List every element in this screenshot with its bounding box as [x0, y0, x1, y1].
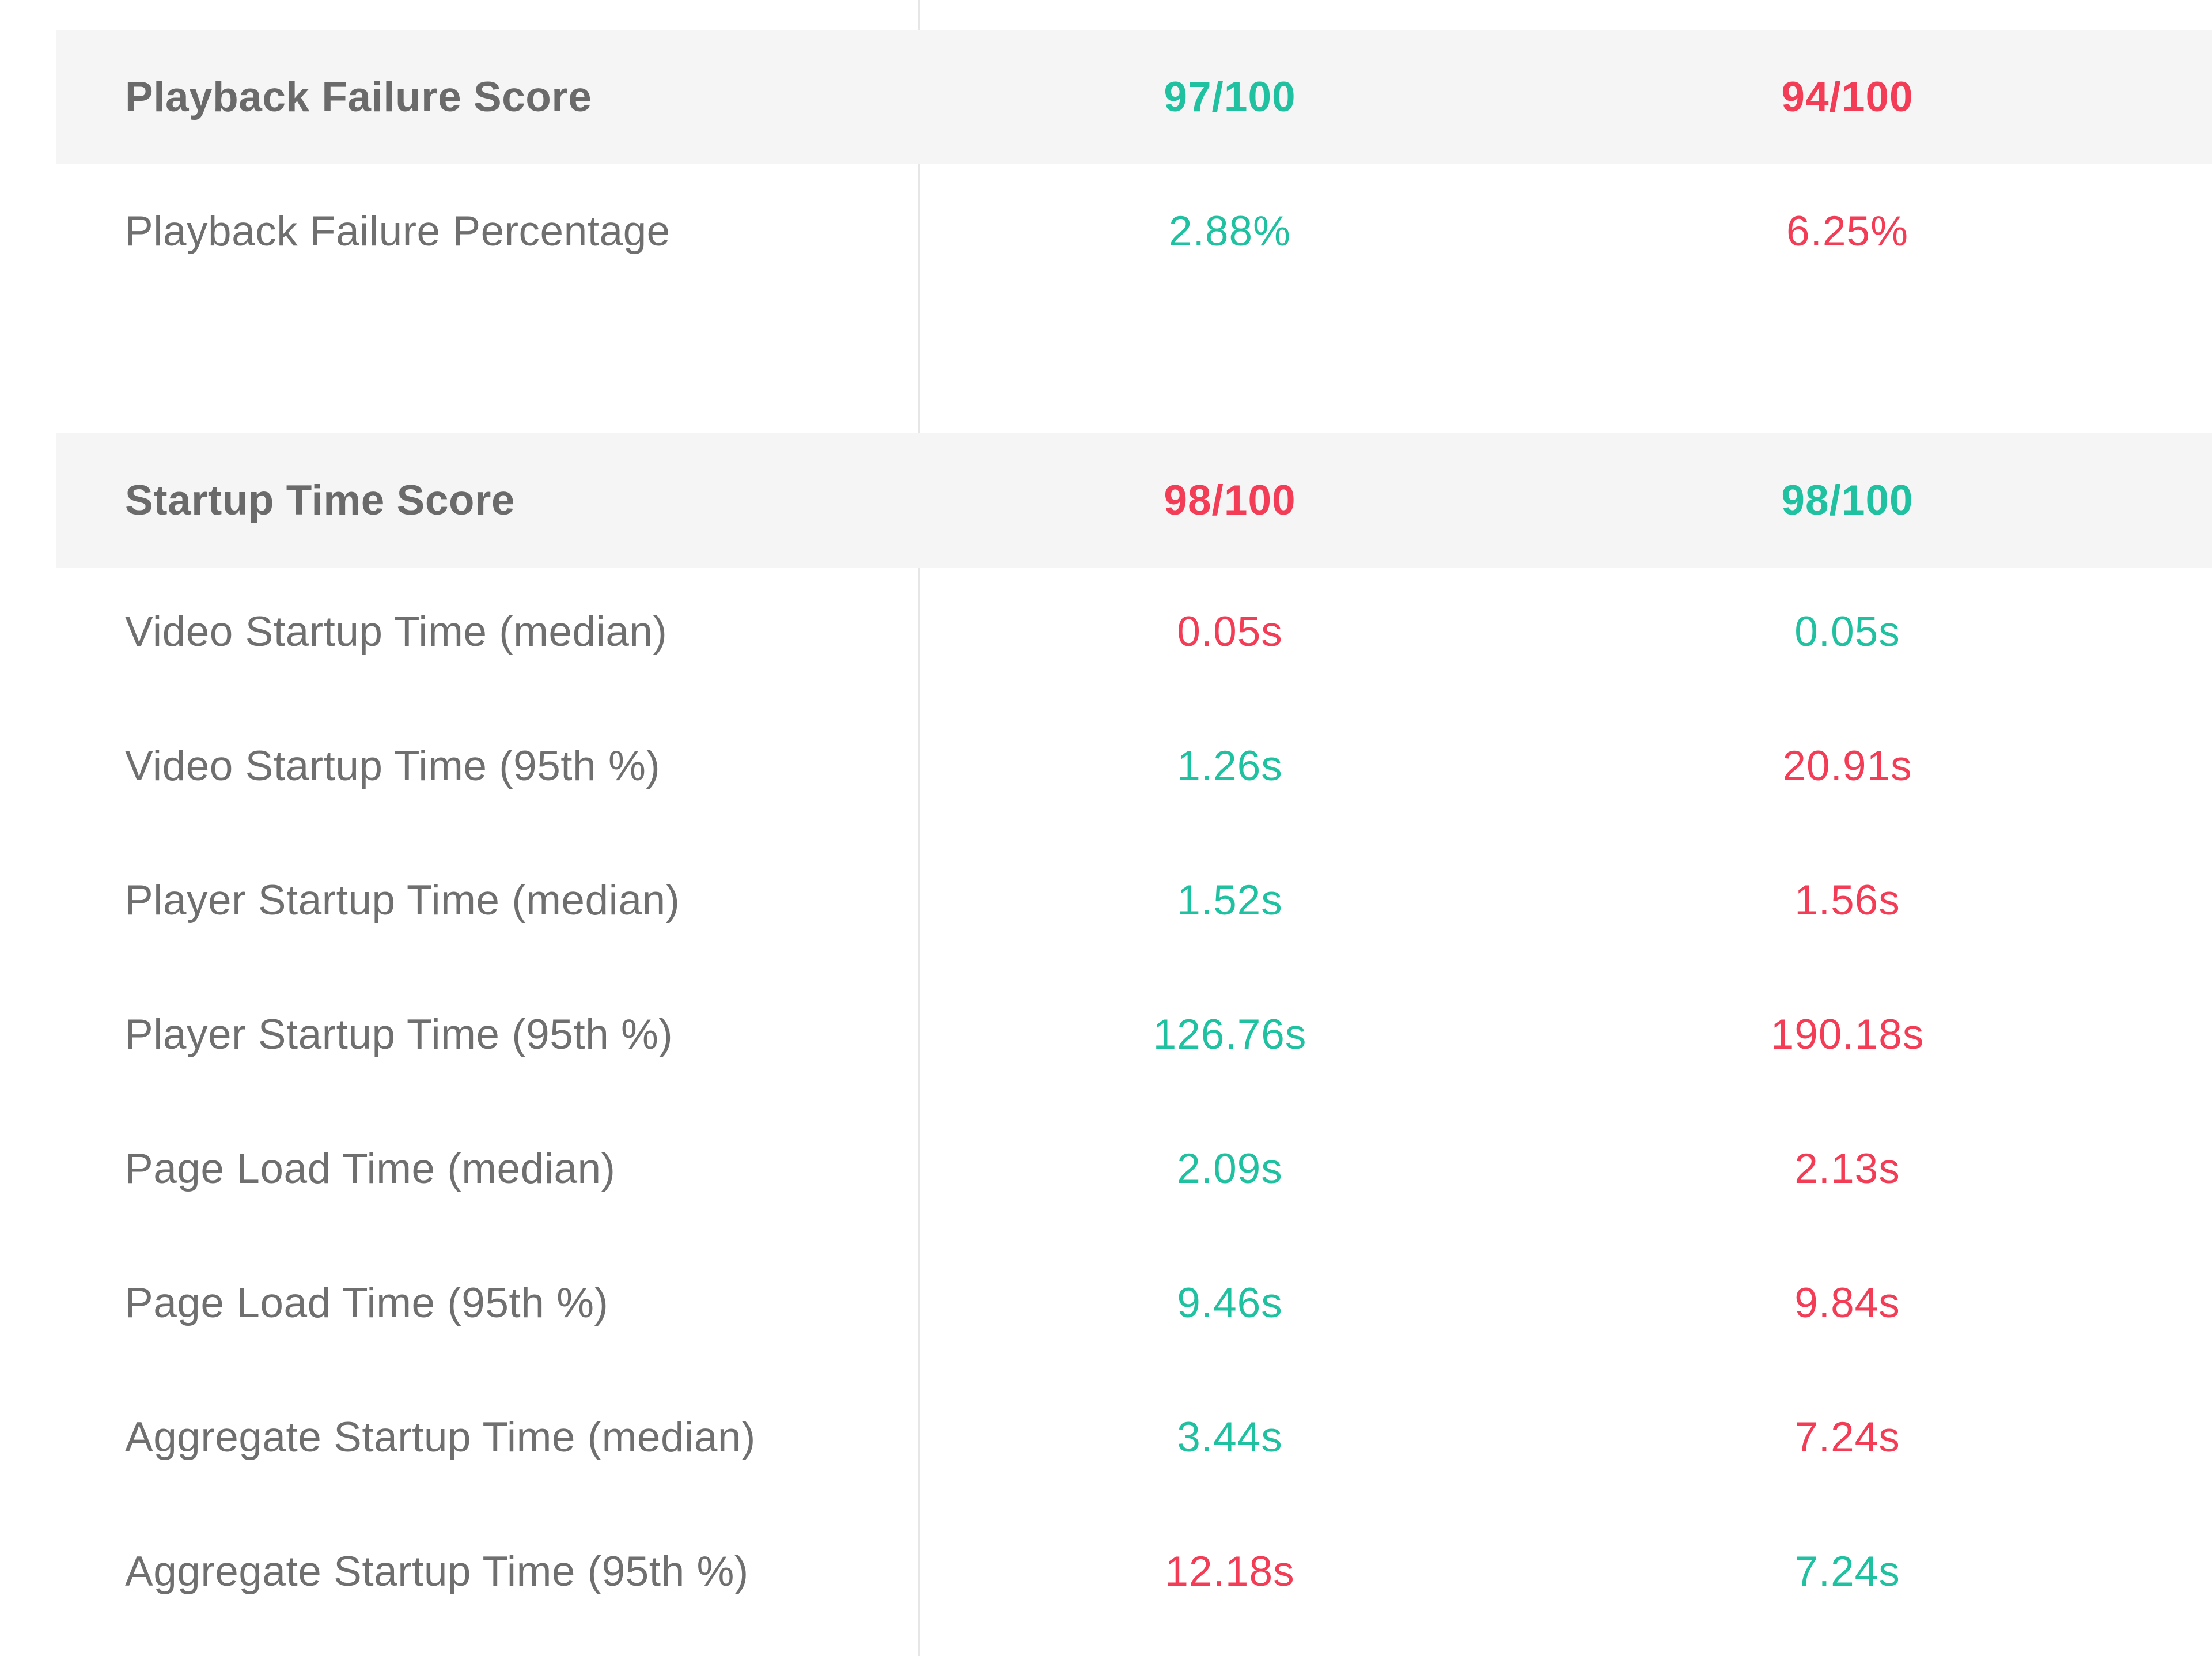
metric-label: Video Startup Time (median) [125, 608, 668, 655]
section-header-startup-time: Startup Time Score 98/100 98/100 [56, 433, 2212, 568]
table-row: Playback Failure Percentage 2.88% 6.25% [56, 164, 2212, 298]
metric-value-col-b: 20.91s [1782, 743, 1912, 789]
metric-value-col-a: 0.05s [1177, 608, 1283, 655]
metric-value-col-b: 6.25% [1786, 208, 1908, 255]
metric-label: Aggregate Startup Time (median) [125, 1414, 756, 1461]
metric-value-col-a: 9.46s [1177, 1280, 1283, 1326]
table-row: Page Load Time (95th %) 9.46s 9.84s [56, 1236, 2212, 1370]
table-row: Video Startup Time (median) 0.05s 0.05s [56, 565, 2212, 699]
metric-value-col-a: 2.88% [1169, 208, 1291, 255]
metric-label: Video Startup Time (95th %) [125, 743, 661, 789]
table-row: Video Startup Time (95th %) 1.26s 20.91s [56, 699, 2212, 833]
metric-value-col-a: 12.18s [1165, 1548, 1295, 1595]
section-header-playback-failure: Playback Failure Score 97/100 94/100 [56, 30, 2212, 164]
metric-value-col-a: 1.52s [1177, 877, 1283, 924]
metric-value-col-b: 1.56s [1794, 877, 1900, 924]
score-col-b: 94/100 [1781, 74, 1914, 120]
metric-label: Page Load Time (median) [125, 1145, 616, 1192]
table-row: Player Startup Time (median) 1.52s 1.56s [56, 833, 2212, 967]
score-col-a: 98/100 [1164, 477, 1296, 524]
column-divider [918, 0, 920, 1656]
score-col-a: 97/100 [1164, 74, 1296, 120]
metric-label: Player Startup Time (95th %) [125, 1011, 673, 1058]
table-row: Page Load Time (median) 2.09s 2.13s [56, 1102, 2212, 1236]
metric-label: Playback Failure Percentage [125, 208, 671, 255]
metric-value-col-a: 2.09s [1177, 1145, 1283, 1192]
table-row: Player Startup Time (95th %) 126.76s 190… [56, 967, 2212, 1102]
score-col-b: 98/100 [1781, 477, 1914, 524]
table-row: Aggregate Startup Time (median) 3.44s 7.… [56, 1370, 2212, 1504]
metric-value-col-a: 3.44s [1177, 1414, 1283, 1461]
metric-value-col-b: 7.24s [1794, 1548, 1900, 1595]
section-header-label: Playback Failure Score [125, 74, 592, 120]
metric-value-col-b: 2.13s [1794, 1145, 1900, 1192]
metric-value-col-b: 7.24s [1794, 1414, 1900, 1461]
metric-label: Player Startup Time (median) [125, 877, 680, 924]
metric-value-col-b: 0.05s [1794, 608, 1900, 655]
metric-value-col-a: 1.26s [1177, 743, 1283, 789]
table-row: Aggregate Startup Time (95th %) 12.18s 7… [56, 1504, 2212, 1639]
metric-value-col-b: 190.18s [1770, 1011, 1925, 1058]
metric-label: Aggregate Startup Time (95th %) [125, 1548, 749, 1595]
metric-value-col-a: 126.76s [1153, 1011, 1307, 1058]
metric-label: Page Load Time (95th %) [125, 1280, 609, 1326]
section-header-label: Startup Time Score [125, 477, 516, 524]
metric-value-col-b: 9.84s [1794, 1280, 1900, 1326]
